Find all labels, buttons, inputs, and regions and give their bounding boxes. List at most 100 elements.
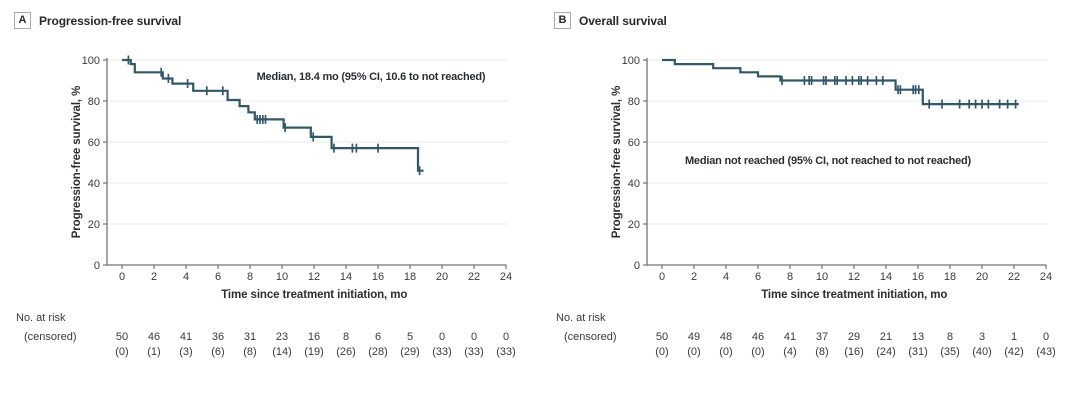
risk-table-header: No. at risk bbox=[556, 312, 606, 324]
x-tick-label: 14 bbox=[340, 271, 352, 283]
risk-count: 3 bbox=[979, 331, 985, 343]
x-tick-label: 18 bbox=[944, 271, 956, 283]
x-tick-label: 8 bbox=[247, 271, 253, 283]
risk-count: 8 bbox=[343, 331, 349, 343]
risk-count: 41 bbox=[180, 331, 192, 343]
x-tick-label: 8 bbox=[787, 271, 793, 283]
censored-count: (33) bbox=[496, 346, 516, 358]
risk-table-header: No. at risk bbox=[16, 312, 66, 324]
panel-os-header: B Overall survival bbox=[554, 12, 667, 29]
censored-count: (8) bbox=[815, 346, 828, 358]
km-curve bbox=[662, 58, 1019, 106]
risk-count: 0 bbox=[471, 331, 477, 343]
risk-table-subheader: (censored) bbox=[564, 331, 617, 343]
x-tick-label: 20 bbox=[976, 271, 988, 283]
censored-count: (24) bbox=[876, 346, 896, 358]
censored-count: (29) bbox=[400, 346, 420, 358]
panel-title-os: Overall survival bbox=[579, 13, 667, 28]
censored-count: (43) bbox=[1036, 346, 1056, 358]
censored-count: (33) bbox=[464, 346, 484, 358]
censored-count: (0) bbox=[655, 346, 668, 358]
risk-count: 23 bbox=[276, 331, 288, 343]
risk-count: 21 bbox=[880, 331, 892, 343]
x-tick-label: 0 bbox=[659, 271, 665, 283]
x-tick-label: 4 bbox=[183, 271, 189, 283]
x-tick-label: 24 bbox=[500, 271, 512, 283]
median-annotation: Median not reached (95% CI, not reached … bbox=[685, 155, 972, 167]
y-tick-label: 40 bbox=[88, 178, 100, 190]
y-tick-label: 0 bbox=[634, 260, 640, 272]
x-axis-title: Time since treatment initiation, mo bbox=[761, 289, 947, 301]
panel-letter-a: A bbox=[14, 12, 31, 29]
x-tick-label: 20 bbox=[436, 271, 448, 283]
risk-count: 8 bbox=[947, 331, 953, 343]
y-axis-title: Progression-free survival, % bbox=[71, 86, 83, 239]
x-tick-label: 16 bbox=[372, 271, 384, 283]
x-tick-label: 12 bbox=[308, 271, 320, 283]
x-tick-label: 10 bbox=[816, 271, 828, 283]
censored-count: (16) bbox=[844, 346, 864, 358]
x-tick-label: 4 bbox=[723, 271, 729, 283]
risk-count: 46 bbox=[752, 331, 764, 343]
x-tick-label: 0 bbox=[119, 271, 125, 283]
x-tick-label: 18 bbox=[404, 271, 416, 283]
x-tick-label: 10 bbox=[276, 271, 288, 283]
x-tick-label: 16 bbox=[912, 271, 924, 283]
risk-count: 41 bbox=[784, 331, 796, 343]
x-tick-label: 22 bbox=[468, 271, 480, 283]
censored-count: (1) bbox=[147, 346, 160, 358]
censored-count: (35) bbox=[940, 346, 960, 358]
x-tick-label: 2 bbox=[691, 271, 697, 283]
y-axis-title: Progression-free survival, % bbox=[611, 86, 623, 239]
censored-count: (28) bbox=[368, 346, 388, 358]
risk-count: 13 bbox=[912, 331, 924, 343]
censored-count: (8) bbox=[243, 346, 256, 358]
y-tick-label: 60 bbox=[88, 137, 100, 149]
x-tick-label: 2 bbox=[151, 271, 157, 283]
panel-pfs-header: A Progression-free survival bbox=[14, 12, 181, 29]
risk-count: 6 bbox=[375, 331, 381, 343]
x-tick-label: 14 bbox=[880, 271, 892, 283]
risk-count: 50 bbox=[116, 331, 128, 343]
y-tick-label: 0 bbox=[94, 260, 100, 272]
y-tick-label: 60 bbox=[628, 137, 640, 149]
censored-count: (31) bbox=[908, 346, 928, 358]
y-tick-label: 100 bbox=[82, 55, 100, 67]
panel-os: B Overall survival 0 20 40 60 80 100 0 50 (0) 2 49… bbox=[540, 0, 1080, 400]
censored-count: (33) bbox=[432, 346, 452, 358]
censored-count: (40) bbox=[972, 346, 992, 358]
y-tick-label: 100 bbox=[622, 55, 640, 67]
censored-count: (0) bbox=[115, 346, 128, 358]
x-tick-label: 6 bbox=[215, 271, 221, 283]
y-tick-label: 80 bbox=[88, 96, 100, 108]
y-tick-label: 20 bbox=[628, 219, 640, 231]
censored-count: (0) bbox=[719, 346, 732, 358]
risk-count: 49 bbox=[688, 331, 700, 343]
panel-letter-b: B bbox=[554, 12, 571, 29]
panel-title-pfs: Progression-free survival bbox=[39, 13, 182, 28]
risk-count: 37 bbox=[816, 331, 828, 343]
y-tick-label: 40 bbox=[628, 178, 640, 190]
risk-count: 50 bbox=[656, 331, 668, 343]
x-tick-label: 22 bbox=[1008, 271, 1020, 283]
risk-count: 31 bbox=[244, 331, 256, 343]
risk-count: 5 bbox=[407, 331, 413, 343]
km-curve bbox=[122, 58, 424, 172]
x-tick-label: 12 bbox=[848, 271, 860, 283]
median-annotation: Median, 18.4 mo (95% CI, 10.6 to not rea… bbox=[257, 71, 486, 83]
risk-count: 0 bbox=[503, 331, 509, 343]
censored-count: (0) bbox=[751, 346, 764, 358]
censored-count: (42) bbox=[1004, 346, 1024, 358]
x-tick-label: 24 bbox=[1040, 271, 1052, 283]
risk-count: 0 bbox=[1043, 331, 1049, 343]
km-chart-os: 020406080100050(0)249(0)448(0)646(0)841(… bbox=[556, 55, 1056, 358]
km-chart-pfs: 020406080100050(0)246(1)441(3)636(6)831(… bbox=[16, 55, 516, 358]
censored-count: (19) bbox=[304, 346, 324, 358]
censored-count: (3) bbox=[179, 346, 192, 358]
x-tick-label: 6 bbox=[755, 271, 761, 283]
censored-count: (0) bbox=[687, 346, 700, 358]
risk-count: 48 bbox=[720, 331, 732, 343]
risk-count: 29 bbox=[848, 331, 860, 343]
censored-count: (4) bbox=[783, 346, 796, 358]
